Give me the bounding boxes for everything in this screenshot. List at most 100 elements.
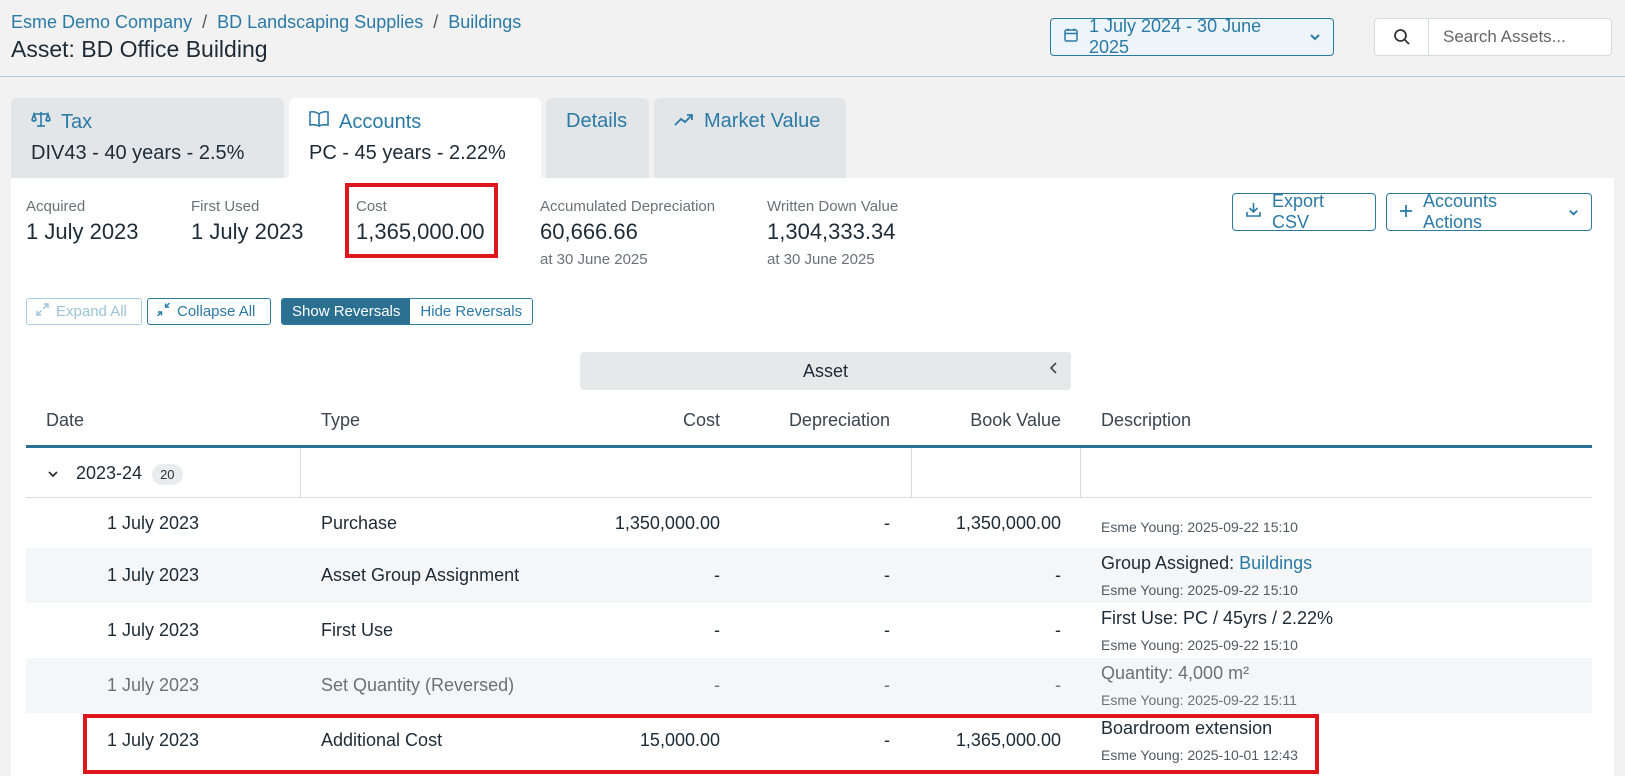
row-meta: Esme Young: 2025-09-22 15:10: [1101, 582, 1298, 598]
breadcrumb: Esme Demo Company / BD Landscaping Suppl…: [11, 12, 521, 33]
collapse-all-button[interactable]: Collapse All: [147, 298, 271, 325]
group-count-badge: 20: [152, 464, 183, 485]
calendar-icon: [1063, 27, 1079, 48]
row-meta: Esme Young: 2025-10-01 12:43: [1101, 747, 1298, 763]
table-header-rule: [26, 445, 1592, 448]
search-box: [1374, 18, 1612, 56]
tab-tax-sub: DIV43 - 40 years - 2.5%: [31, 142, 245, 164]
date-range-label: 1 July 2024 - 30 June 2025: [1089, 16, 1262, 57]
stat-value: 1 July 2023: [191, 219, 304, 244]
asset-column-group-header[interactable]: Asset: [580, 352, 1071, 390]
highlight-box: [345, 183, 498, 258]
stat-label: Cost: [356, 198, 387, 215]
accounts-actions-button[interactable]: Accounts Actions: [1386, 191, 1592, 232]
breadcrumb-separator: /: [202, 12, 208, 32]
row-meta: Esme Young: 2025-09-22 15:11: [1101, 692, 1297, 708]
stat-first-used: First Used 1 July 2023: [191, 198, 304, 245]
row-cost: 15,000.00: [639, 730, 720, 750]
tab-accounts-label: Accounts: [339, 110, 422, 133]
accounts-actions-label: Accounts Actions: [1423, 191, 1498, 232]
tab-tax[interactable]: Tax DIV43 - 40 years - 2.5%: [11, 98, 284, 178]
stat-label: First Used: [191, 198, 260, 215]
stat-value: 1,304,333.34: [767, 219, 896, 244]
row-type: Set Quantity (Reversed): [321, 675, 515, 695]
row-depreciation: -: [884, 565, 890, 585]
tab-accounts[interactable]: Accounts PC - 45 years - 2.22%: [289, 98, 541, 178]
row-depreciation: -: [884, 675, 890, 695]
table-row[interactable]: 1 July 2023 First Use - - - First Use: P…: [26, 603, 1592, 658]
row-date: 1 July 2023: [107, 565, 200, 585]
col-header-description[interactable]: Description: [1101, 410, 1192, 430]
row-book-value: -: [1055, 565, 1061, 585]
show-reversals-button[interactable]: Show Reversals: [282, 299, 411, 324]
col-header-cost[interactable]: Cost: [682, 410, 720, 430]
row-type: First Use: [321, 620, 393, 640]
table-row[interactable]: 1 July 2023 Set Quantity (Reversed) - - …: [26, 658, 1592, 713]
stat-written-down-value: Written Down Value 1,304,333.34 at 30 Ju…: [767, 198, 898, 268]
table-row[interactable]: 1 July 2023 Asset Group Assignment - - -…: [26, 548, 1592, 603]
breadcrumb-company[interactable]: Esme Demo Company: [11, 12, 193, 32]
buildings-link[interactable]: Buildings: [1239, 553, 1313, 573]
row-date: 1 July 2023: [107, 675, 200, 695]
collapse-all-label: Collapse All: [177, 303, 256, 320]
table-row[interactable]: 1 July 2023 Purchase 1,350,000.00 - 1,35…: [26, 498, 1592, 548]
row-description: Quantity: 4,000 m²: [1101, 663, 1250, 683]
row-date: 1 July 2023: [107, 730, 200, 750]
stat-label: Acquired: [26, 198, 86, 215]
expand-all-label: Expand All: [56, 303, 127, 320]
row-depreciation: -: [884, 513, 890, 533]
expand-icon: [36, 303, 49, 320]
row-description: First Use: PC / 45yrs / 2.22%: [1101, 608, 1334, 628]
stat-accumulated-depreciation: Accumulated Depreciation 60,666.66 at 30…: [540, 198, 715, 268]
col-header-book-value[interactable]: Book Value: [970, 410, 1061, 430]
row-book-value: 1,350,000.00: [955, 513, 1061, 533]
row-depreciation: -: [884, 730, 890, 750]
asset-header-label: Asset: [802, 360, 849, 381]
export-csv-label: Export CSV: [1272, 191, 1325, 232]
stat-acquired: Acquired 1 July 2023: [26, 198, 139, 245]
row-cost: 1,350,000.00: [614, 513, 720, 533]
stat-cost: Cost 1,365,000.00: [356, 198, 484, 245]
row-type: Purchase: [321, 513, 398, 533]
stat-value: 1 July 2023: [26, 219, 139, 244]
table-row[interactable]: 1 July 2023 Additional Cost 15,000.00 - …: [26, 713, 1592, 763]
search-input[interactable]: [1429, 27, 1609, 47]
plus-icon: [1399, 202, 1413, 223]
row-description: Group Assigned: Buildings: [1101, 553, 1312, 574]
chevron-down-icon[interactable]: [47, 464, 59, 485]
stat-label: Accumulated Depreciation: [540, 198, 716, 215]
col-header-depreciation[interactable]: Depreciation: [788, 410, 890, 430]
breadcrumb-entity[interactable]: BD Landscaping Supplies: [217, 12, 424, 32]
row-cost: -: [714, 620, 720, 640]
row-date: 1 July 2023: [107, 513, 200, 533]
col-header-type[interactable]: Type: [321, 410, 361, 430]
scale-icon: [31, 110, 51, 134]
hide-reversals-button[interactable]: Hide Reversals: [410, 299, 533, 324]
book-icon: [309, 110, 329, 134]
row-type: Additional Cost: [321, 730, 443, 750]
stat-sub: at 30 June 2025: [540, 251, 648, 268]
row-depreciation: -: [884, 620, 890, 640]
stat-sub: at 30 June 2025: [767, 251, 875, 268]
expand-all-button[interactable]: Expand All: [26, 298, 142, 325]
breadcrumb-separator: /: [433, 12, 439, 32]
download-icon: [1245, 201, 1262, 223]
row-description-text: Group Assigned:: [1101, 553, 1240, 573]
chevron-down-icon: [1309, 27, 1321, 48]
tab-market-value[interactable]: Market Value: [654, 98, 846, 178]
date-range-button[interactable]: 1 July 2024 - 30 June 2025: [1050, 16, 1334, 57]
tab-accounts-sub: PC - 45 years - 2.22%: [309, 142, 506, 164]
header-divider: [0, 76, 1625, 77]
trending-up-icon: [674, 110, 694, 133]
search-icon[interactable]: [1375, 19, 1429, 55]
tab-details[interactable]: Details: [546, 98, 649, 178]
row-cost: -: [714, 565, 720, 585]
chevron-left-icon[interactable]: [1049, 361, 1059, 379]
row-description: Boardroom extension: [1101, 718, 1273, 738]
tab-details-label: Details: [566, 110, 628, 132]
group-row[interactable]: 2023-24 20: [26, 448, 1592, 498]
col-header-date[interactable]: Date: [46, 410, 85, 430]
export-csv-button[interactable]: Export CSV: [1232, 191, 1376, 232]
breadcrumb-group[interactable]: Buildings: [448, 12, 522, 32]
group-label: 2023-24: [76, 463, 143, 483]
